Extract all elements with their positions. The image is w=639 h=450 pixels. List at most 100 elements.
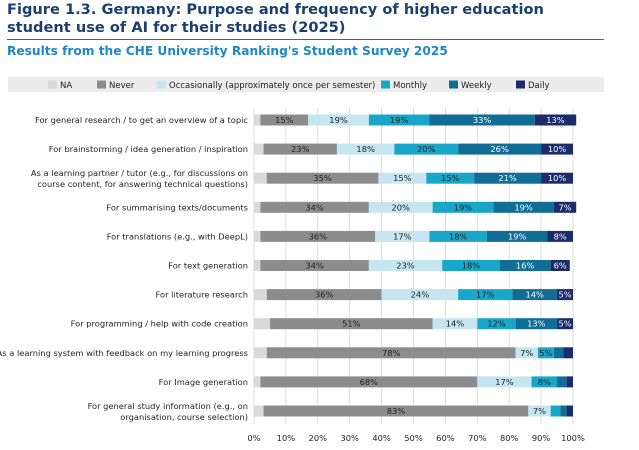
bar-segment-r3-4: [426, 172, 475, 184]
data-label-r9-4: 5%: [539, 348, 552, 358]
bar-segment-r4-4: [432, 201, 494, 213]
data-label-r2-4: 20%: [417, 144, 436, 154]
bar-segment-r11-1: [254, 405, 264, 417]
legend-label-1: NA: [60, 81, 72, 91]
bar-segment-r5-2: [260, 230, 376, 242]
bar-segment-r4-5: [493, 201, 554, 213]
data-label-r11-2: 83%: [387, 406, 406, 416]
data-label-r5-3: 17%: [393, 231, 412, 241]
x-tick-label-6: 60%: [436, 433, 455, 443]
x-tick-label-4: 40%: [372, 433, 391, 443]
category-label-8: For programming / help with code creatio…: [71, 319, 248, 329]
bar-segment-r10-5: [557, 376, 567, 388]
bar-segment-r2-3: [336, 143, 395, 155]
x-tick-label-3: 30%: [340, 433, 359, 443]
bar-segment-r9-5: [553, 347, 564, 359]
legend-swatch-5: [449, 80, 458, 89]
data-label-r1-6: 13%: [546, 115, 565, 125]
legend-swatch-4: [381, 80, 390, 89]
data-label-r7-4: 17%: [476, 290, 495, 300]
data-label-r7-6: 5%: [558, 290, 571, 300]
bar-segment-r9-1: [254, 347, 267, 359]
x-tick-label-2: 20%: [309, 433, 328, 443]
bar-segment-r4-6: [553, 201, 577, 213]
data-label-r1-5: 33%: [473, 115, 492, 125]
bar-segment-r5-6: [547, 230, 573, 242]
bar-segment-r8-1: [254, 318, 270, 330]
bar-segment-r2-5: [458, 143, 542, 155]
title-divider: [7, 39, 604, 40]
x-tick-label-7: 70%: [468, 433, 487, 443]
bar-segment-r11-4: [550, 405, 561, 417]
legend-swatch-1: [48, 80, 57, 89]
category-label-7: For literature research: [156, 290, 248, 300]
category-label-5: For translations (e.g., with DeepL): [107, 231, 248, 241]
bar-segment-r8-6: [557, 318, 573, 330]
legend-label-2: Never: [109, 81, 135, 91]
bar-segment-r7-1: [254, 289, 267, 301]
bar-segment-r5-4: [429, 230, 487, 242]
data-label-r2-2: 23%: [291, 144, 310, 154]
data-label-r1-4: 19%: [390, 115, 409, 125]
x-tick-label-5: 50%: [404, 433, 423, 443]
category-label-9: As a learning system with feedback on my…: [0, 348, 248, 358]
category-label-3-line-1: As a learning partner / tutor (e.g., for…: [31, 168, 248, 178]
x-tick-label-0: 0%: [247, 433, 260, 443]
data-label-r3-6: 10%: [548, 173, 567, 183]
x-axis-ticks: 0% 10% 20% 30% 40% 50% 60% 70% 80% 90% 100%: [247, 433, 585, 443]
data-label-r10-2: 68%: [360, 377, 379, 387]
bar-segment-r8-3: [432, 318, 478, 330]
bar-segment-r6-3: [368, 260, 443, 271]
data-label-r5-5: 19%: [508, 231, 527, 241]
bar-segment-r8-2: [269, 318, 433, 330]
category-label-6: For text generation: [168, 261, 248, 271]
legend-swatch-2: [97, 80, 106, 89]
data-label-r4-6: 7%: [558, 202, 571, 212]
bar-segment-r6-4: [442, 260, 500, 271]
bar-segment-r1-5: [429, 114, 535, 126]
legend-swatch-6: [516, 80, 525, 89]
data-label-r8-5: 13%: [527, 319, 546, 329]
bar-segment-r10-4: [531, 376, 558, 388]
data-label-r8-3: 14%: [446, 319, 465, 329]
data-label-r4-5: 19%: [514, 202, 533, 212]
bar-segment-r11-2: [263, 405, 529, 417]
legend: NA Never Occasionally (approximately once …: [48, 80, 550, 91]
data-label-r8-6: 5%: [558, 319, 571, 329]
bar-segment-r5-3: [375, 230, 430, 242]
bar-segment-r9-4: [537, 347, 554, 359]
bar-segment-r3-2: [266, 172, 379, 184]
bar-segment-r8-4: [477, 318, 516, 330]
category-label-11-line-2: organisation, course selection): [120, 412, 248, 422]
category-label-11-line-1: For general study information (e.g., on: [88, 401, 248, 411]
data-label-r6-6: 6%: [554, 261, 567, 271]
x-tick-label-10: 100%: [561, 433, 585, 443]
category-labels: For general research / to get an overvie…: [0, 115, 248, 422]
bar-segment-r2-1: [254, 143, 264, 155]
bar-segment-r1-6: [534, 114, 577, 126]
data-label-r3-2: 35%: [313, 173, 332, 183]
bar-segment-r7-6: [557, 289, 573, 301]
bar-segment-r5-1: [254, 230, 261, 242]
chart-subtitle: Results from the CHE University Ranking'…: [7, 44, 448, 58]
bar-segment-r6-6: [550, 260, 570, 271]
bar-segment-r10-3: [477, 376, 532, 388]
bar-segment-r10-6: [566, 376, 573, 388]
bar-segment-r7-5: [512, 289, 558, 301]
x-tick-label-8: 80%: [500, 433, 519, 443]
bar-segment-r3-1: [254, 172, 267, 184]
bar-segment-r6-1: [254, 260, 261, 271]
bar-segment-r11-5: [560, 405, 567, 417]
legend-swatch-3: [157, 80, 166, 89]
data-label-r4-3: 20%: [392, 202, 411, 212]
data-label-r10-3: 17%: [495, 377, 514, 387]
data-label-r3-4: 15%: [441, 173, 460, 183]
bar-segment-r9-2: [266, 347, 516, 359]
bar-segment-r2-4: [394, 143, 459, 155]
bar-segment-r2-2: [263, 143, 337, 155]
data-label-r7-3: 24%: [411, 290, 430, 300]
data-label-r9-2: 78%: [382, 348, 401, 358]
data-label-r2-6: 10%: [548, 144, 567, 154]
data-label-r5-2: 36%: [309, 231, 328, 241]
